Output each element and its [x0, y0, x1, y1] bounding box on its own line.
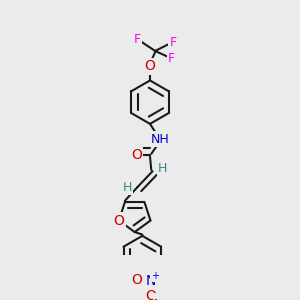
Text: N: N: [146, 274, 156, 288]
Text: -: -: [154, 294, 157, 300]
Text: +: +: [151, 271, 159, 281]
Text: O: O: [131, 148, 142, 162]
Text: F: F: [134, 33, 141, 46]
Text: O: O: [146, 289, 156, 300]
Text: F: F: [168, 52, 175, 65]
Text: O: O: [113, 214, 124, 227]
Text: NH: NH: [151, 133, 170, 146]
Text: H: H: [158, 162, 167, 175]
Text: H: H: [122, 181, 132, 194]
Text: O: O: [131, 273, 142, 286]
Text: O: O: [145, 59, 155, 73]
Text: F: F: [169, 35, 176, 49]
